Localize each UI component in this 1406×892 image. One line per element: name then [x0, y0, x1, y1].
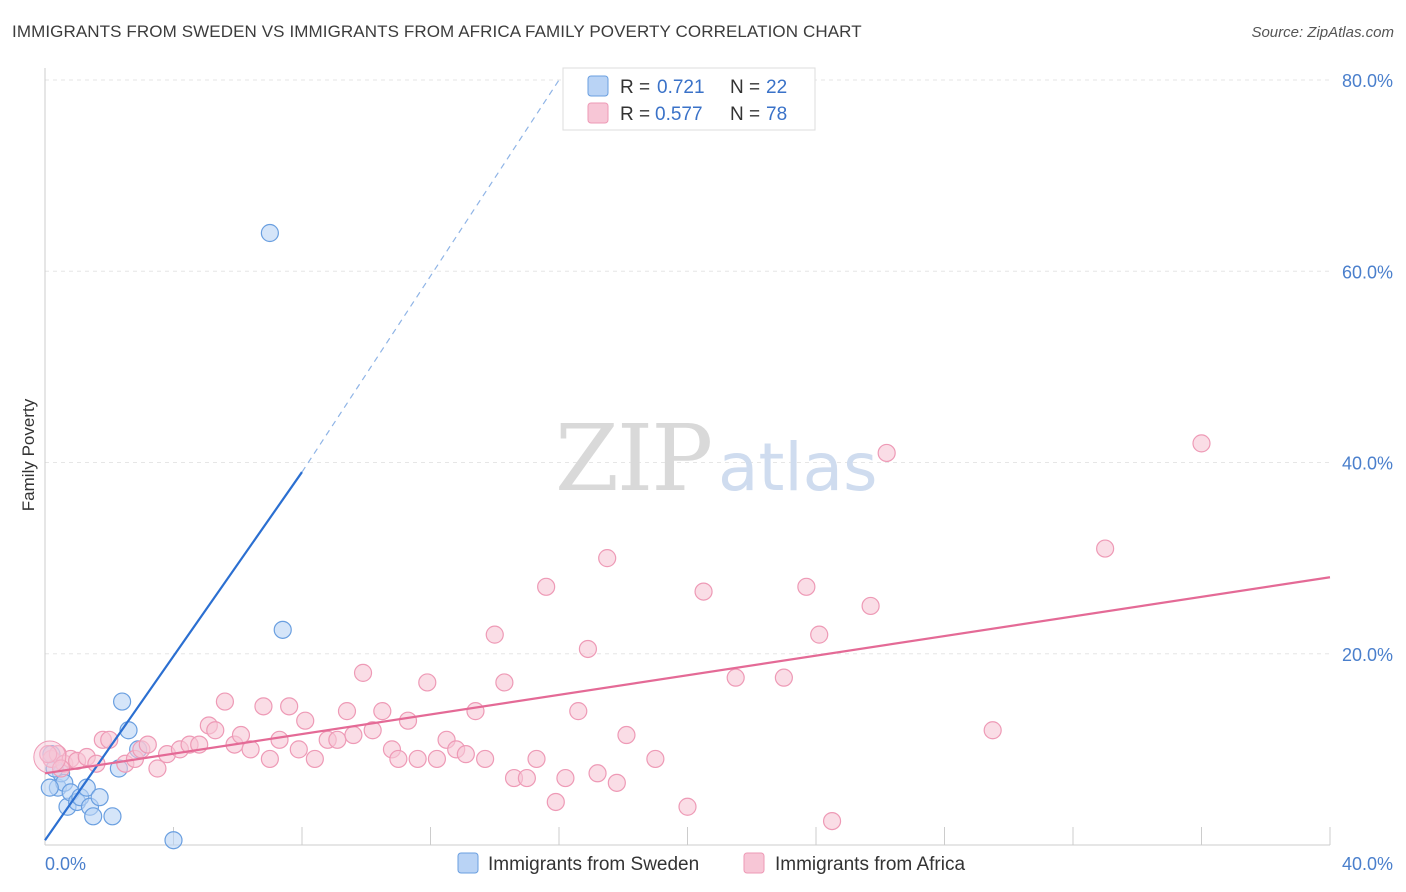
sweden-point: [90, 788, 109, 807]
stats-legend: R = 0.721 N = 22 R = 0.577 N = 78: [562, 67, 816, 131]
africa-point: [39, 745, 58, 764]
africa-point: [466, 702, 485, 721]
watermark-atlas: atlas: [718, 429, 878, 506]
africa-point: [877, 443, 896, 463]
sweden-r-value: 0.721: [657, 77, 705, 98]
africa-point: [527, 749, 546, 769]
axes: [44, 68, 1331, 846]
africa-point-cluster: [33, 740, 67, 774]
sweden-point: [164, 831, 183, 850]
watermark-zip: ZIP: [555, 405, 711, 512]
sweden-n-value: 22: [766, 77, 787, 98]
africa-point: [646, 749, 665, 769]
y-tick-label: 60.0%: [1342, 262, 1393, 282]
africa-point: [810, 625, 829, 644]
africa-swatch: [587, 102, 609, 124]
africa-point: [398, 711, 418, 730]
legend-africa-swatch: [743, 852, 765, 874]
africa-point: [389, 749, 408, 769]
africa-point: [260, 749, 279, 769]
africa-point: [408, 749, 427, 769]
africa-point: [1192, 434, 1211, 453]
africa-point: [373, 702, 392, 721]
series-legend: Immigrants from Sweden Immigrants from A…: [457, 852, 965, 875]
y-tick-label: 40.0%: [1342, 454, 1393, 474]
data-points: [33, 223, 1211, 850]
africa-point: [983, 721, 1002, 740]
sweden-swatch: [587, 75, 609, 97]
africa-point: [138, 735, 157, 754]
africa-point: [353, 663, 373, 682]
sweden-trend-extension: [301, 79, 560, 473]
africa-point: [270, 730, 289, 749]
source-label: Source: ZipAtlas.com: [1251, 24, 1394, 41]
sweden-point: [112, 692, 132, 711]
africa-n-label: N =: [730, 104, 760, 125]
africa-point: [280, 697, 299, 716]
africa-trend-line: [44, 576, 1331, 775]
sweden-point: [103, 807, 122, 826]
africa-point: [607, 773, 626, 792]
x-tick-label: 0.0%: [45, 854, 86, 874]
grid-lines: [45, 79, 1330, 655]
africa-point: [305, 749, 324, 769]
y-tick-label: 80.0%: [1342, 71, 1393, 91]
africa-point: [344, 725, 363, 745]
africa-point: [556, 768, 575, 788]
africa-point: [231, 725, 251, 745]
x-tick-label: 40.0%: [1342, 854, 1393, 874]
africa-point: [617, 725, 636, 745]
africa-point: [517, 768, 536, 788]
africa-point: [678, 797, 697, 816]
africa-point: [148, 759, 167, 778]
africa-point: [485, 625, 504, 644]
africa-r-label: R =: [620, 104, 650, 125]
africa-point: [598, 549, 617, 568]
africa-point: [328, 730, 347, 749]
africa-point: [578, 639, 598, 659]
africa-point: [456, 745, 475, 764]
africa-point: [694, 582, 713, 601]
legend-africa-label: Immigrants from Africa: [775, 854, 965, 875]
sweden-point: [40, 778, 59, 797]
tick-labels: 20.0% 40.0% 60.0% 80.0% 0.0% 40.0%: [45, 71, 1393, 874]
africa-point: [337, 702, 357, 721]
sweden-point: [273, 620, 292, 639]
africa-point: [215, 692, 234, 711]
sweden-n-label: N =: [730, 77, 760, 98]
africa-r-value: 0.577: [655, 104, 703, 125]
africa-point: [726, 668, 745, 687]
sweden-point: [84, 807, 103, 826]
africa-point: [296, 711, 315, 730]
y-axis-label: Family Poverty: [19, 398, 38, 511]
africa-n-value: 78: [766, 104, 787, 125]
y-tick-label: 20.0%: [1342, 645, 1393, 665]
africa-point: [537, 577, 556, 596]
africa-point: [363, 721, 382, 740]
africa-point: [495, 673, 514, 692]
sweden-trend-line: [44, 471, 303, 841]
africa-point: [476, 749, 495, 769]
africa-point: [822, 811, 842, 831]
africa-point: [1096, 539, 1115, 558]
legend-sweden-swatch: [457, 852, 479, 874]
legend-sweden-label: Immigrants from Sweden: [488, 854, 699, 875]
africa-point: [861, 596, 880, 616]
sweden-r-label: R =: [620, 77, 650, 98]
africa-point: [546, 792, 565, 812]
africa-point: [206, 721, 225, 740]
africa-point: [797, 577, 816, 596]
chart-title: IMMIGRANTS FROM SWEDEN VS IMMIGRANTS FRO…: [12, 22, 862, 41]
sweden-point: [260, 223, 279, 243]
africa-point: [569, 702, 588, 721]
africa-point: [418, 673, 437, 692]
africa-point: [427, 749, 447, 769]
africa-point: [774, 668, 793, 687]
africa-point: [254, 697, 273, 716]
africa-point: [289, 740, 308, 759]
africa-point: [588, 764, 607, 783]
trend-lines: [44, 79, 1331, 841]
